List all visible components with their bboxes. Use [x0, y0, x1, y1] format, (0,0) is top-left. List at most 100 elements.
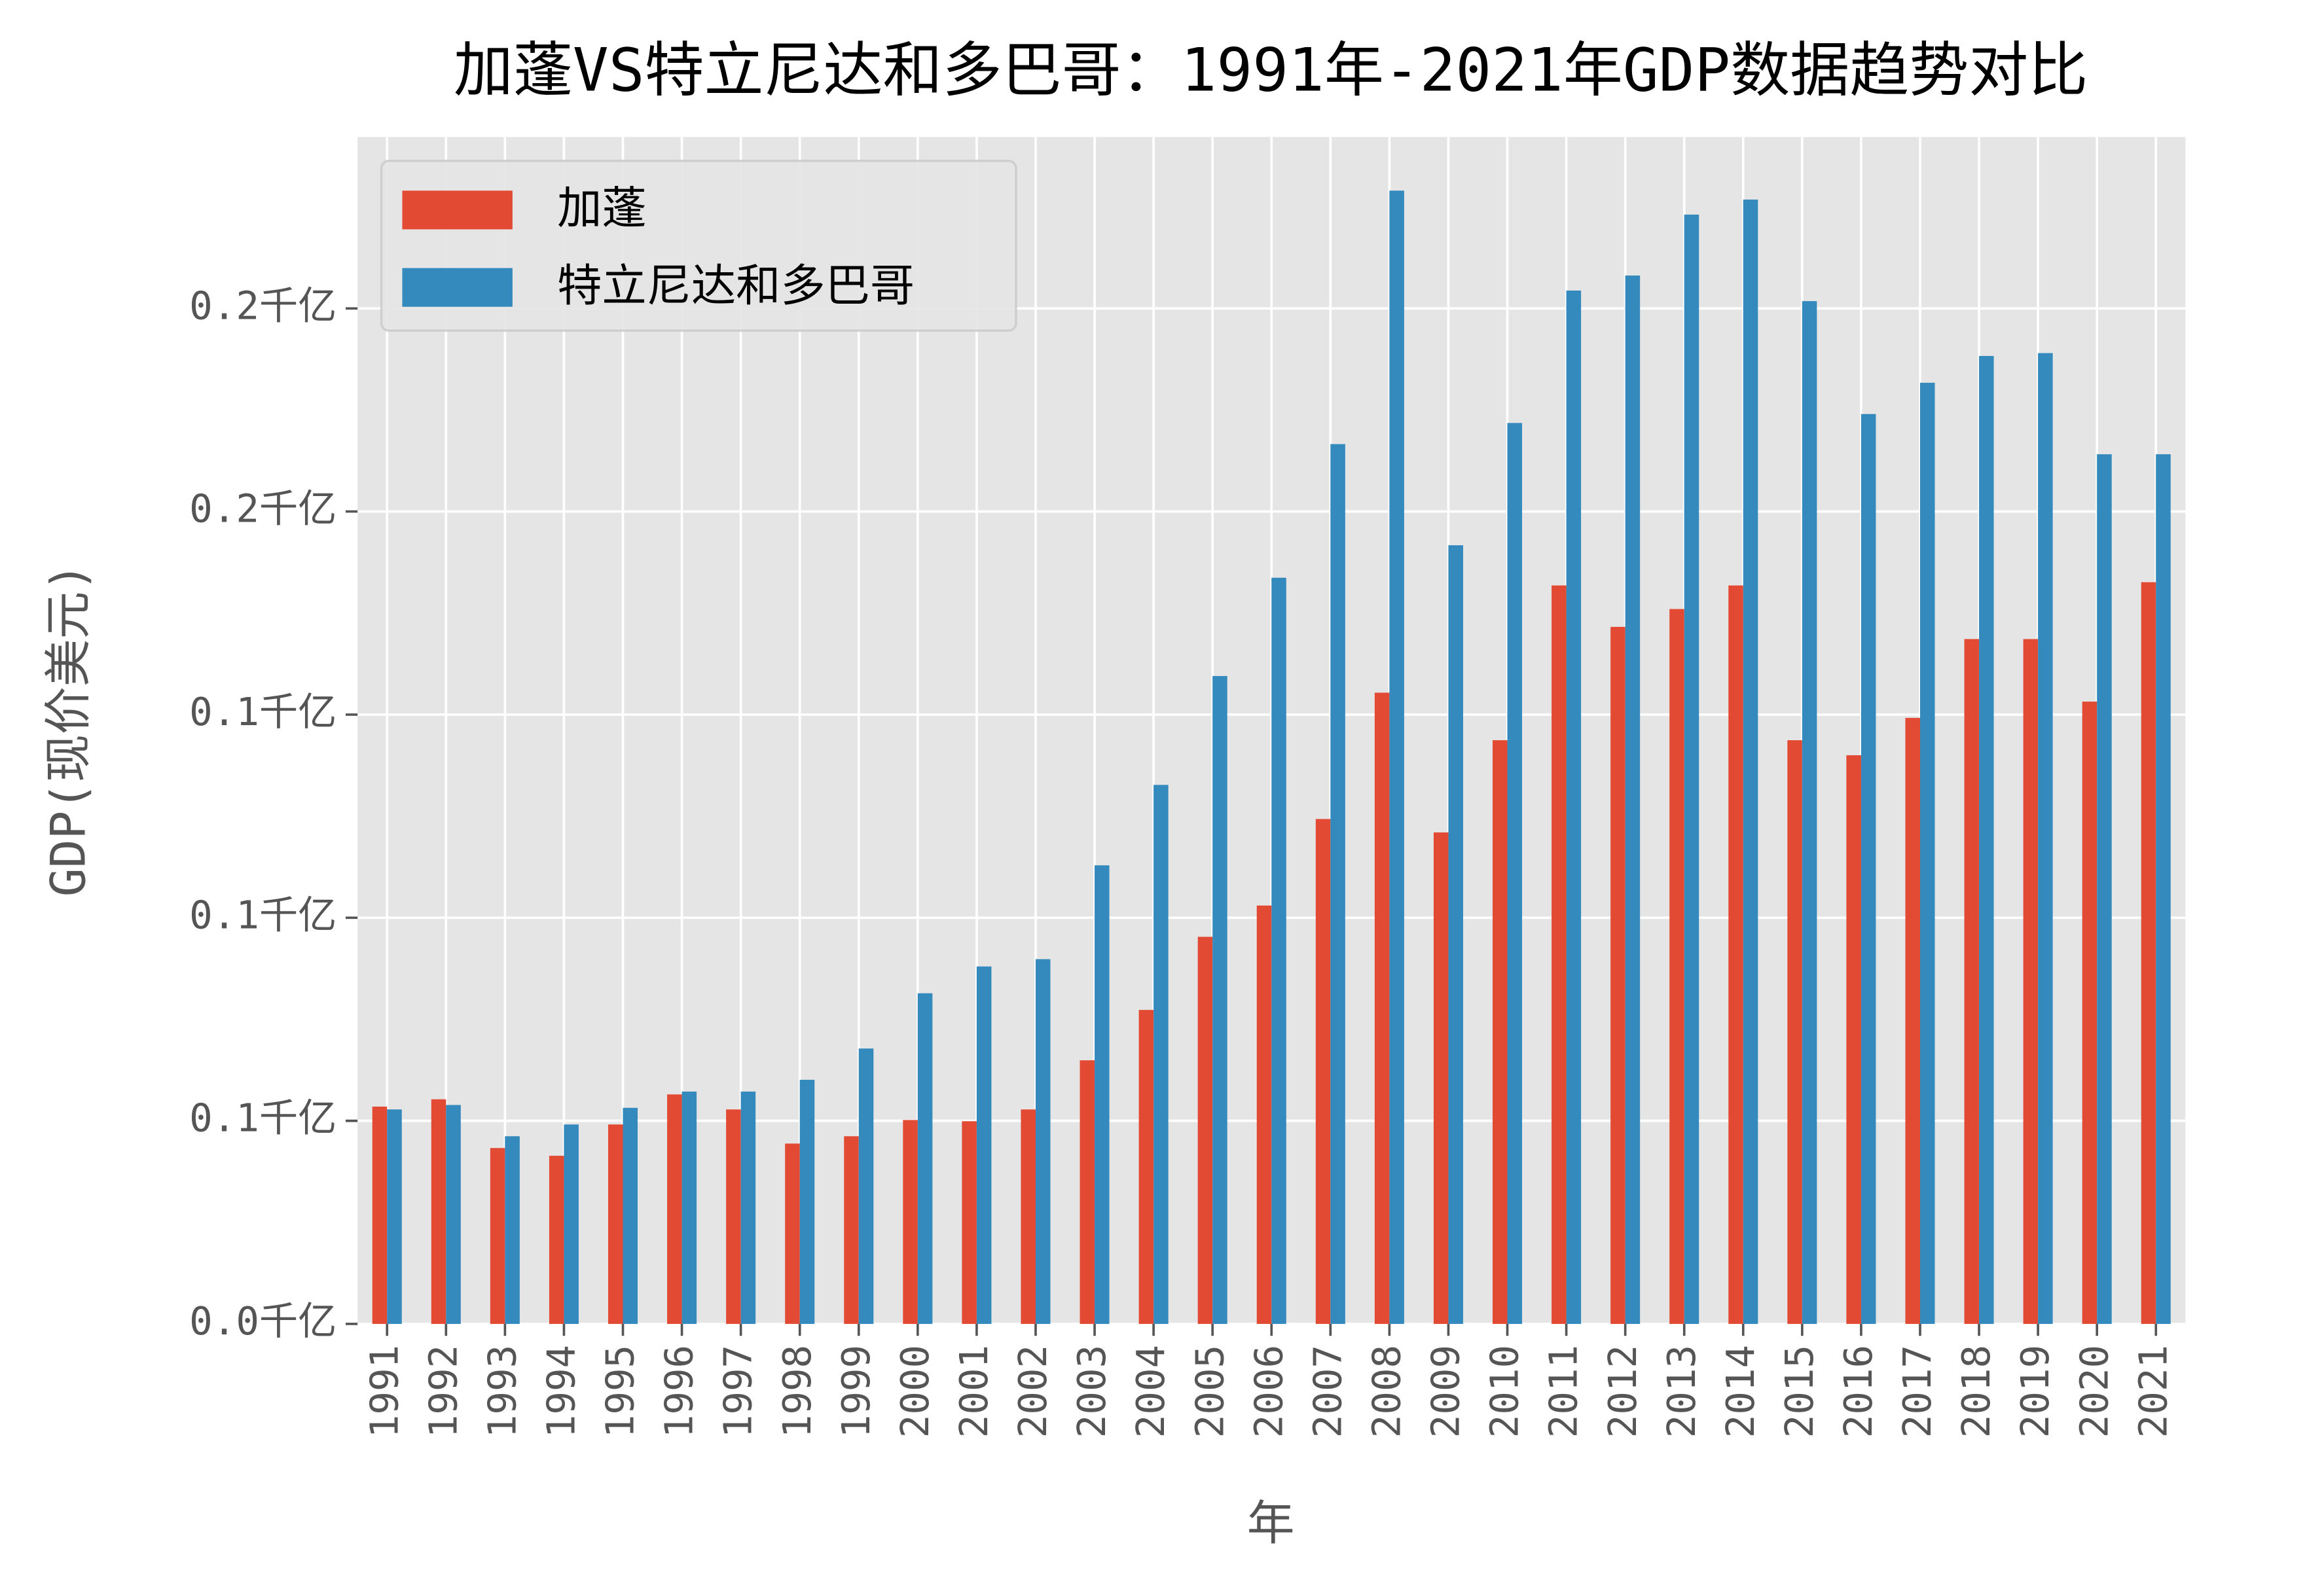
bar: [1728, 585, 1743, 1324]
bar: [1507, 423, 1523, 1324]
bar: [903, 1120, 918, 1324]
bar: [1271, 577, 1286, 1324]
y-tick-label: 0.1千亿: [189, 1096, 336, 1141]
bar: [372, 1106, 388, 1324]
bar: [623, 1107, 638, 1324]
x-tick-label: 2017: [1895, 1345, 1940, 1438]
bar: [2082, 702, 2097, 1324]
bar: [1610, 626, 1625, 1324]
x-tick-label: 1995: [598, 1345, 643, 1438]
bar: [799, 1079, 815, 1324]
x-tick-label: 2021: [2130, 1345, 2175, 1438]
bar: [446, 1105, 461, 1324]
bar: [505, 1136, 520, 1324]
bar: [387, 1109, 402, 1324]
bar: [1138, 1010, 1154, 1324]
bar: [1669, 609, 1684, 1324]
bar: [1566, 290, 1582, 1324]
bar: [1330, 444, 1345, 1324]
legend-label: 特立尼达和多巴哥: [557, 260, 915, 312]
x-tick-label: 2000: [892, 1345, 937, 1438]
bar: [1153, 785, 1169, 1324]
legend-swatch: [402, 190, 513, 230]
x-tick-label: 2004: [1128, 1345, 1173, 1438]
bar: [667, 1094, 682, 1324]
x-tick-label: 2005: [1187, 1345, 1232, 1438]
x-tick-label: 2001: [951, 1345, 996, 1438]
legend-box: [380, 160, 1017, 332]
x-tick-label: 2007: [1305, 1345, 1350, 1438]
x-tick-label: 2002: [1010, 1345, 1055, 1438]
x-tick-label: 2008: [1364, 1345, 1409, 1438]
bar: [1374, 692, 1390, 1324]
bar: [740, 1091, 756, 1324]
bar: [2156, 454, 2171, 1324]
x-tick-label: 2010: [1482, 1345, 1527, 1438]
x-tick-label: 1997: [716, 1345, 761, 1438]
bar: [1802, 301, 1817, 1324]
bar: [608, 1124, 623, 1324]
x-tick-label: 2015: [1777, 1345, 1822, 1438]
bar: [726, 1109, 741, 1324]
x-tick-label: 1998: [774, 1345, 820, 1438]
bar: [1743, 199, 1758, 1324]
y-tick-label: 0.2千亿: [189, 283, 336, 328]
x-tick-label: 2019: [2012, 1345, 2058, 1438]
bar: [1080, 1060, 1095, 1324]
bar: [1197, 937, 1213, 1324]
x-tick-label: 1991: [361, 1345, 407, 1438]
bar: [917, 993, 933, 1324]
bar: [564, 1124, 579, 1324]
bar: [1315, 819, 1331, 1324]
bar: [1861, 414, 1876, 1324]
bar: [490, 1148, 505, 1324]
legend-label: 加蓬: [557, 183, 646, 235]
bar: [1389, 190, 1404, 1324]
bar: [1433, 832, 1449, 1324]
bar: [2023, 639, 2039, 1324]
bar: [1846, 755, 1861, 1324]
bar: [1021, 1109, 1036, 1324]
x-tick-label: 1994: [539, 1345, 584, 1438]
x-tick-label: 1999: [833, 1345, 879, 1438]
y-axis-label: GDP(现价美元): [41, 563, 96, 897]
bar: [785, 1143, 800, 1324]
bar: [858, 1048, 874, 1324]
chart-title: 加蓬VS特立尼达和多巴哥：1991年-2021年GDP数据趋势对比: [454, 37, 2088, 105]
bar: [1095, 865, 1110, 1324]
x-tick-label: 2012: [1600, 1345, 1645, 1438]
bar: [962, 1121, 977, 1324]
x-tick-label: 2011: [1541, 1345, 1586, 1438]
bar: [1684, 214, 1699, 1324]
y-tick-label: 0.1千亿: [189, 689, 336, 734]
y-tick-label: 0.1千亿: [189, 892, 336, 937]
bar: [976, 966, 992, 1324]
bar: [1212, 675, 1227, 1324]
x-tick-label: 2020: [2071, 1345, 2116, 1438]
bar: [1552, 585, 1567, 1324]
bar: [2097, 454, 2112, 1324]
bar: [549, 1155, 564, 1324]
bar: [1625, 275, 1641, 1324]
bar: [431, 1099, 446, 1324]
x-tick-label: 2016: [1836, 1345, 1881, 1438]
x-tick-label: 1996: [657, 1345, 702, 1438]
bar: [1035, 959, 1051, 1324]
x-tick-label: 1992: [420, 1345, 465, 1438]
bar: [1919, 382, 1935, 1324]
bar: [1979, 355, 1994, 1324]
y-tick-label: 0.2千亿: [189, 486, 336, 531]
legend-swatch: [402, 268, 513, 307]
bar: [844, 1136, 859, 1324]
x-tick-label: 2018: [1953, 1345, 1999, 1438]
x-tick-label: 2009: [1423, 1345, 1468, 1438]
bar: [1905, 717, 1920, 1324]
bar: [1493, 740, 1508, 1324]
bar: [1787, 740, 1802, 1324]
x-axis-label: 年: [1247, 1495, 1295, 1551]
bar: [681, 1091, 697, 1324]
bar: [2038, 353, 2053, 1324]
x-tick-label: 2013: [1659, 1345, 1704, 1438]
